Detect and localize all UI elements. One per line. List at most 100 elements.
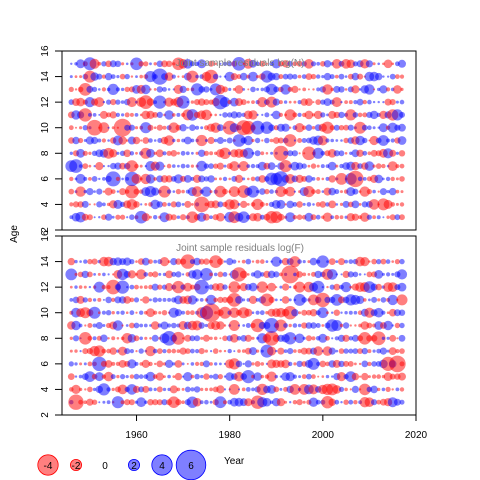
bubble — [322, 84, 333, 95]
bubble — [158, 272, 162, 276]
bubble — [175, 188, 182, 195]
bubble — [140, 122, 152, 134]
bubble — [107, 83, 119, 95]
bubble — [399, 163, 405, 169]
bubble — [243, 135, 253, 146]
bubble — [97, 138, 102, 143]
x-tick-label: 1960 — [125, 430, 148, 441]
bubble — [134, 361, 139, 366]
bubble — [209, 387, 214, 392]
bubble — [321, 190, 325, 193]
bubble — [133, 297, 140, 303]
bubble — [380, 258, 387, 265]
bubble — [198, 348, 205, 355]
bubble — [267, 346, 277, 356]
bubble — [228, 186, 240, 198]
bubble — [164, 72, 174, 81]
bubble — [397, 136, 407, 145]
bubble — [304, 110, 314, 120]
bubble — [170, 258, 178, 266]
bubble — [358, 203, 362, 206]
bubble — [200, 268, 213, 281]
bubble — [359, 186, 370, 197]
bubble — [129, 310, 135, 316]
bubble — [139, 164, 143, 168]
bubble — [223, 324, 227, 327]
bubble — [389, 149, 397, 157]
bubble — [115, 176, 120, 181]
bubble — [242, 177, 246, 181]
bubble — [203, 213, 210, 221]
bubble — [333, 283, 341, 291]
bubble — [400, 87, 404, 91]
bubble — [151, 334, 159, 342]
bubble — [180, 150, 186, 156]
bubble — [68, 394, 84, 410]
bubble — [219, 113, 222, 117]
bubble — [311, 177, 316, 181]
bubble — [293, 139, 296, 142]
bubble — [276, 199, 286, 209]
bubble — [78, 323, 83, 328]
bubble — [378, 135, 389, 146]
bubble — [348, 310, 353, 315]
bubble — [344, 152, 348, 155]
bubble — [187, 295, 198, 305]
bubble — [340, 101, 343, 104]
bubble — [78, 137, 84, 144]
bubble — [104, 72, 113, 81]
bubble — [301, 138, 307, 143]
bubble — [390, 138, 395, 143]
bubble — [148, 271, 153, 277]
bubble — [151, 283, 159, 291]
bubble — [181, 400, 185, 405]
bubble — [109, 347, 117, 355]
bubble — [111, 336, 116, 341]
bubble — [312, 88, 315, 91]
bubble — [198, 175, 206, 183]
bubble — [301, 322, 308, 329]
bubble — [307, 273, 311, 276]
bubble — [194, 373, 200, 380]
bubble — [212, 348, 219, 354]
bubble — [316, 61, 321, 66]
bubble — [214, 396, 227, 409]
bubble — [251, 260, 255, 263]
bubble — [179, 124, 187, 132]
bubble — [387, 294, 398, 306]
bubble — [270, 151, 274, 155]
bubble — [325, 361, 330, 367]
bubble — [279, 259, 283, 264]
bubble — [217, 296, 224, 303]
bubble — [171, 348, 177, 354]
bubble — [105, 310, 112, 316]
bubble — [144, 400, 148, 404]
bubble — [105, 213, 113, 221]
bubble — [370, 283, 378, 291]
bubble — [98, 401, 101, 404]
bubble — [353, 100, 358, 105]
bubble — [340, 311, 343, 314]
bubble — [339, 215, 344, 220]
bubble — [398, 150, 406, 157]
bubble — [369, 110, 379, 120]
bubble — [293, 293, 306, 306]
bubble — [316, 177, 321, 181]
bubble — [101, 284, 107, 290]
bubble — [195, 298, 199, 302]
bubble — [361, 360, 369, 368]
bubble — [391, 62, 395, 66]
bubble — [334, 399, 340, 405]
bubble — [292, 323, 298, 328]
bubble — [398, 372, 406, 381]
bubble — [326, 113, 329, 117]
bubble — [112, 320, 124, 331]
bubble — [124, 348, 131, 355]
bubble — [256, 281, 268, 293]
bubble — [152, 297, 158, 303]
bubble — [296, 60, 303, 67]
bubble — [288, 100, 292, 104]
bubble — [223, 164, 227, 168]
bubble — [289, 401, 292, 404]
bubble — [168, 396, 180, 409]
